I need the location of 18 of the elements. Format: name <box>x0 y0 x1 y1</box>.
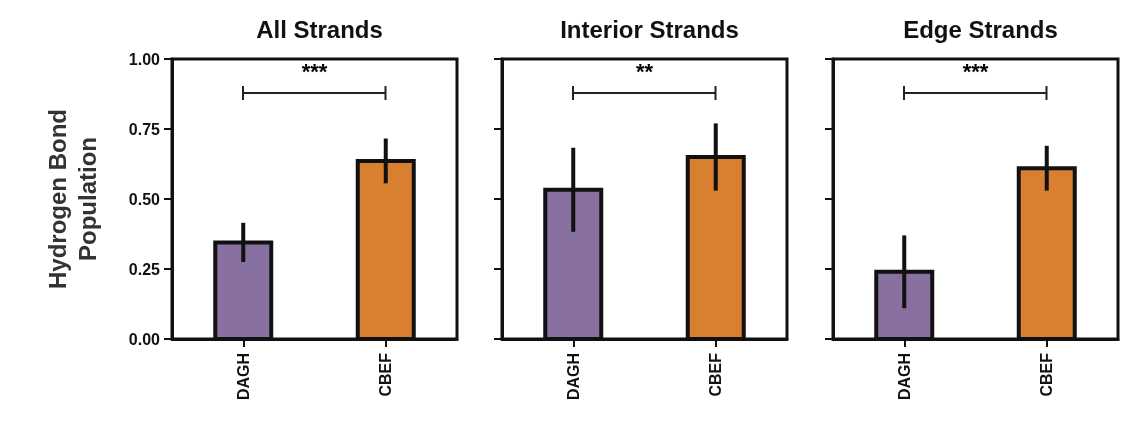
x-tick-label: CBEF <box>707 352 725 397</box>
x-tick-label: CBEF <box>1038 352 1056 397</box>
y-tick-label: 0.00 <box>128 330 161 348</box>
x-tick-label: CBEF <box>377 352 395 397</box>
chart-title: All Strands <box>256 15 383 43</box>
y-tick-label: 0.75 <box>128 120 161 138</box>
y-axis-title: Hydrogen Bond Population <box>43 109 101 289</box>
chart-title: Interior Strands <box>560 15 739 43</box>
x-tick-label: DAGH <box>895 353 913 401</box>
chart-title: Edge Strands <box>903 15 1058 43</box>
y-tick-label: 0.50 <box>128 190 161 208</box>
annotation: *** <box>961 58 990 84</box>
y-tick-label: 1.00 <box>128 50 161 68</box>
y-tick-label: 0.25 <box>128 260 161 278</box>
x-tick-label: DAGH <box>564 353 582 401</box>
annotation: ** <box>634 58 655 84</box>
annotation: *** <box>300 58 329 84</box>
x-tick-label: DAGH <box>234 353 252 401</box>
